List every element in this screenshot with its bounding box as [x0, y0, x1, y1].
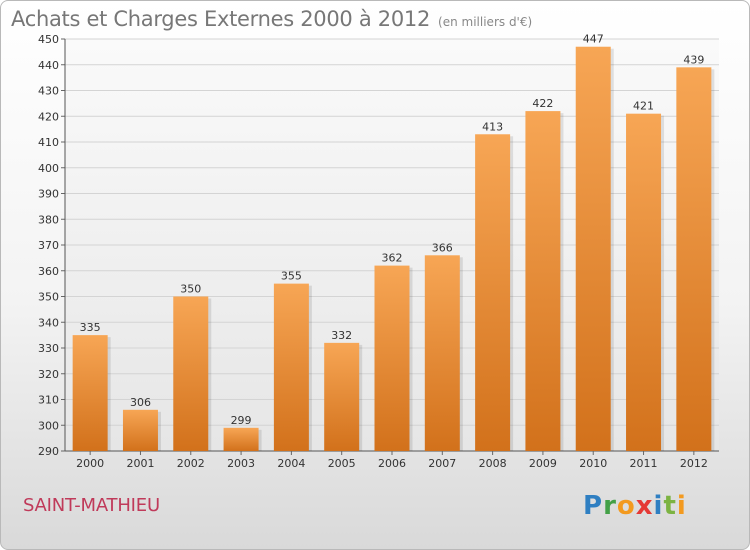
y-tick-label: 410: [38, 136, 59, 149]
bar-2001: [122, 409, 158, 451]
x-tick-label: 2007: [428, 457, 456, 470]
value-label: 306: [130, 396, 151, 409]
x-tick-label: 2002: [177, 457, 205, 470]
y-tick-label: 420: [38, 110, 59, 123]
y-tick-label: 290: [38, 445, 59, 458]
proxiti-logo: Proxiti: [583, 491, 687, 521]
x-tick-label: 2010: [579, 457, 607, 470]
value-label: 332: [331, 329, 352, 342]
x-axis-labels: 2000 2001 2002 2003 2004 2005 2006 2007 2008 2009…: [76, 457, 708, 470]
x-tick-label: 2005: [328, 457, 356, 470]
bars: [72, 46, 715, 452]
value-label: 421: [633, 100, 654, 113]
value-label: 366: [432, 241, 453, 254]
bar-2011: [626, 113, 662, 452]
bar-2012: [676, 67, 712, 451]
value-label: 350: [180, 283, 201, 296]
commune-name: SAINT-MATHIEU: [23, 495, 160, 516]
x-tick-label: 2004: [277, 457, 305, 470]
value-label: 447: [583, 33, 604, 46]
bar-2000: [72, 335, 108, 451]
x-tick-label: 2001: [126, 457, 154, 470]
y-tick-label: 380: [38, 213, 59, 226]
chart-title-text: Achats et Charges Externes 2000 à 2012: [11, 7, 431, 31]
value-label: 413: [482, 120, 503, 133]
x-tick-label: 2000: [76, 457, 104, 470]
x-tick-label: 2009: [529, 457, 557, 470]
value-label: 422: [532, 97, 553, 110]
y-tick-label: 390: [38, 188, 59, 201]
value-label: 335: [80, 321, 101, 334]
chart-title: Achats et Charges Externes 2000 à 2012 (e…: [11, 7, 532, 31]
bar-2004: [273, 283, 309, 451]
value-label: 439: [683, 53, 704, 66]
x-tick-label: 2006: [378, 457, 406, 470]
y-tick-label: 320: [38, 368, 59, 381]
bar-2005: [324, 342, 360, 451]
y-tick-label: 430: [38, 85, 59, 98]
y-tick-label: 310: [38, 394, 59, 407]
y-tick-label: 440: [38, 59, 59, 72]
bar-2007: [424, 255, 460, 451]
bar-2003: [223, 427, 259, 451]
value-label: 362: [382, 252, 403, 265]
x-tick-label: 2003: [227, 457, 255, 470]
y-tick-label: 340: [38, 316, 59, 329]
chart-subtitle: (en milliers d'€): [438, 15, 533, 29]
bar-2006: [374, 265, 410, 451]
value-label: 299: [231, 414, 252, 427]
y-axis-labels: 290 300 310 320 330 340 350 360 370 380 390 400 410 4…: [38, 33, 59, 458]
x-tick-label: 2012: [680, 457, 708, 470]
y-tick-label: 330: [38, 342, 59, 355]
x-tick-label: 2008: [479, 457, 507, 470]
x-tick-label: 2011: [630, 457, 658, 470]
value-labels: 335 306 350 299 355 332 362 366 413 422 447 421 439: [80, 33, 705, 427]
bar-2002: [173, 296, 209, 451]
bar-2009: [525, 111, 561, 451]
y-tick-label: 370: [38, 239, 59, 252]
y-tick-label: 400: [38, 162, 59, 175]
y-tick-label: 360: [38, 265, 59, 278]
bar-2010: [575, 46, 611, 451]
y-tick-label: 450: [38, 33, 59, 46]
bar-2008: [475, 134, 511, 451]
value-label: 355: [281, 270, 302, 283]
y-tick-label: 300: [38, 419, 59, 432]
y-tick-label: 350: [38, 291, 59, 304]
